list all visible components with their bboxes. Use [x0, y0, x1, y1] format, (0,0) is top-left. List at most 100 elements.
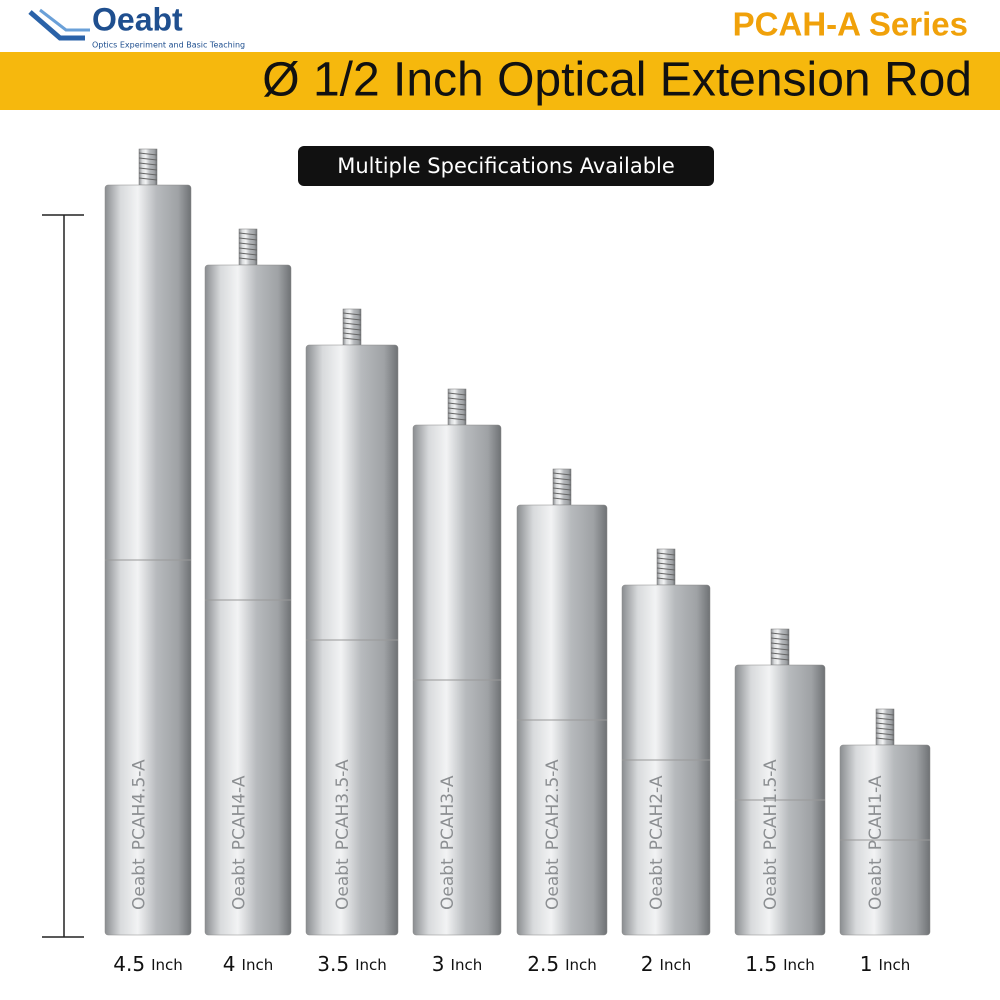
length-label: 4.5 Inch	[113, 952, 183, 976]
title: Ø 1/2 Inch Optical Extension Rod	[262, 54, 972, 107]
thread-line	[447, 392, 467, 396]
thread-line	[138, 157, 158, 161]
unit: Inch	[151, 956, 183, 974]
thread-line	[656, 552, 676, 556]
length-label: 1.5 Inch	[745, 952, 815, 976]
thread-line	[342, 322, 362, 326]
badge-bg	[298, 146, 714, 186]
thread-line	[447, 402, 467, 406]
length: 4	[223, 952, 236, 976]
thread-line	[552, 472, 572, 476]
unit: Inch	[242, 956, 274, 974]
thread-line	[138, 172, 158, 176]
thread-line	[342, 312, 362, 316]
thread-line	[770, 642, 790, 646]
engraving-brand: Oeabt	[229, 858, 249, 910]
length-label: 1 Inch	[860, 952, 910, 976]
engraving-model: PCAH2-A	[647, 775, 667, 850]
engraving-brand: Oeabt	[543, 858, 563, 910]
thread-line	[447, 412, 467, 416]
engraving-brand: Oeabt	[333, 858, 353, 910]
thread-line	[656, 562, 676, 566]
thread-line	[552, 492, 572, 496]
length-label: 4 Inch	[223, 952, 273, 976]
thread-line	[770, 637, 790, 641]
engraving-model: PCAH4.5-A	[129, 759, 149, 850]
length-label: 2 Inch	[641, 952, 691, 976]
thread-line	[342, 327, 362, 331]
logo-mark	[28, 10, 85, 41]
thread-line	[656, 572, 676, 576]
thread-line	[447, 417, 467, 421]
engraving: Oeabt PCAH3-A	[438, 775, 458, 910]
length-label: 3.5 Inch	[317, 952, 387, 976]
engraving-model: PCAH4-A	[229, 775, 249, 850]
thread-line	[447, 397, 467, 401]
thread-line	[875, 722, 895, 726]
badge: Multiple Specifications Available	[337, 154, 675, 178]
engraving: Oeabt PCAH4-A	[229, 775, 249, 910]
engraving-brand: Oeabt	[866, 858, 886, 910]
engraving-model: PCAH3.5-A	[333, 759, 353, 850]
thread-line	[138, 162, 158, 166]
engraving-brand: Oeabt	[129, 858, 149, 910]
thread-line	[238, 252, 258, 256]
thread-line	[770, 652, 790, 656]
thread-line	[552, 487, 572, 491]
thread-line	[238, 257, 258, 261]
thread-line	[447, 407, 467, 411]
thread-line	[552, 482, 572, 486]
thread-line	[238, 237, 258, 241]
thread-line	[342, 317, 362, 321]
unit: Inch	[451, 956, 483, 974]
thread-line	[875, 717, 895, 721]
thread-line	[656, 577, 676, 581]
thread-line	[770, 657, 790, 661]
thread-line	[875, 727, 895, 731]
length: 3.5	[317, 952, 349, 976]
thread-line	[138, 152, 158, 156]
tagline: Optics Experiment and Basic Teaching	[92, 41, 245, 50]
thread-line	[138, 177, 158, 181]
thread-line	[238, 242, 258, 246]
length-label: 2.5 Inch	[527, 952, 597, 976]
engraving-brand: Oeabt	[761, 858, 781, 910]
length: 1.5	[745, 952, 777, 976]
logo-mark	[39, 8, 90, 32]
engraving: Oeabt PCAH3.5-A	[333, 759, 353, 910]
thread-line	[656, 567, 676, 571]
thread-line	[770, 647, 790, 651]
series: PCAH-A Series	[733, 6, 968, 43]
engraving-model: PCAH1-A	[866, 775, 886, 850]
thread-line	[875, 737, 895, 741]
engraving: Oeabt PCAH1-A	[866, 775, 886, 910]
unit: Inch	[660, 956, 692, 974]
engraving-brand: Oeabt	[438, 858, 458, 910]
logo: Oeabt	[92, 1, 183, 37]
length: 2	[641, 952, 654, 976]
thread-line	[875, 732, 895, 736]
engraving: Oeabt PCAH2-A	[647, 775, 667, 910]
engraving: Oeabt PCAH1.5-A	[761, 759, 781, 910]
length: 2.5	[527, 952, 559, 976]
length: 3	[432, 952, 445, 976]
engraving-brand: Oeabt	[647, 858, 667, 910]
thread-line	[552, 497, 572, 501]
length: 4.5	[113, 952, 145, 976]
thread-line	[342, 332, 362, 336]
thread-line	[138, 167, 158, 171]
thread-line	[342, 337, 362, 341]
thread-line	[552, 477, 572, 481]
length: 1	[860, 952, 873, 976]
engraving-model: PCAH2.5-A	[543, 759, 563, 850]
engraving: Oeabt PCAH4.5-A	[129, 759, 149, 910]
engraving-model: PCAH3-A	[438, 775, 458, 850]
unit: Inch	[783, 956, 815, 974]
unit: Inch	[565, 956, 597, 974]
unit: Inch	[355, 956, 387, 974]
thread-line	[770, 632, 790, 636]
thread-line	[875, 712, 895, 716]
unit: Inch	[879, 956, 911, 974]
